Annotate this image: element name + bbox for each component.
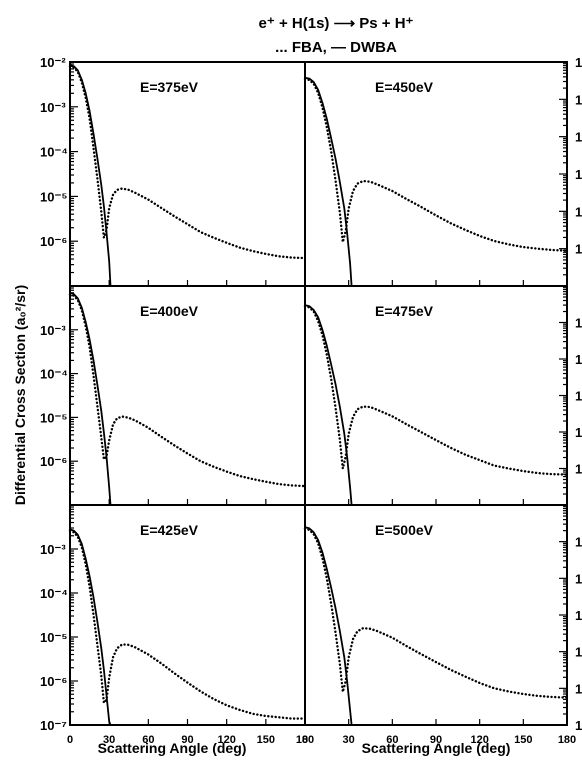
y-tick-label: 10⁻⁵	[575, 608, 582, 623]
series-dwba-line	[69, 528, 112, 726]
panel-energy-label: E=500eV	[375, 522, 434, 538]
y-tick-label: 10⁻³	[575, 316, 582, 331]
series-dwba-line	[304, 76, 353, 287]
series-fba-line	[303, 527, 569, 699]
panel-6: 10⁻³ 10⁻⁴ 10⁻⁵ 10⁻⁶ 10⁻⁷ 10⁻⁸ E=500eV	[303, 504, 582, 733]
series-fba-line	[68, 65, 307, 260]
panel-3: 10⁻³ 10⁻⁴ 10⁻⁵ 10⁻⁶ E=400eV	[40, 285, 307, 506]
y-tick-label: 10⁻³	[575, 535, 582, 550]
panel-frame	[304, 504, 568, 726]
panel-frame	[69, 504, 306, 726]
y-tick-label: 10⁻⁶	[40, 454, 67, 469]
y-tick-label: 10⁻⁴	[575, 571, 582, 586]
y-tick-label: 10⁻⁷	[575, 462, 582, 477]
y-tick-label: 10⁻⁴	[40, 145, 68, 160]
y-tick-label: 10⁻⁷	[575, 681, 582, 696]
x-tick-label: 150	[257, 734, 275, 746]
y-tick-label: 10⁻³	[575, 92, 582, 107]
x-tick-label: 30	[343, 734, 355, 746]
y-tick-label: 10⁻⁶	[575, 425, 582, 440]
panel-frame	[69, 61, 306, 287]
x-tick-label: 90	[430, 734, 442, 746]
x-axis-label-right: Scattering Angle (deg)	[362, 740, 511, 756]
x-tick-label: 30	[103, 734, 115, 746]
y-tick-label: 10⁻⁷	[40, 718, 67, 733]
panel-energy-label: E=400eV	[140, 303, 199, 319]
series-fba-line	[303, 77, 569, 252]
y-tick-label: 10⁻⁴	[575, 130, 582, 145]
y-tick-label: 10⁻⁴	[575, 352, 582, 367]
y-tick-label: 10⁻⁶	[40, 674, 67, 689]
x-tick-label: 90	[181, 734, 193, 746]
y-tick-label: 10⁻³	[40, 542, 66, 557]
x-tick-label: 60	[142, 734, 154, 746]
y-tick-label: 10⁻⁵	[40, 189, 67, 204]
series-dwba-line	[69, 291, 112, 506]
y-tick-label: 10⁻⁷	[575, 242, 582, 257]
legend-text: ... FBA, — DWBA	[275, 39, 397, 56]
series-dwba-line	[69, 64, 112, 287]
y-tick-label: 10⁻³	[40, 100, 66, 115]
y-axis-label: Differential Cross Section (a₀²/sr)	[12, 285, 28, 505]
x-axis-label-left: Scattering Angle (deg)	[98, 740, 247, 756]
panel-energy-label: E=475eV	[375, 303, 434, 319]
y-tick-label: 10⁻⁵	[40, 630, 67, 645]
panel-energy-label: E=375eV	[140, 79, 199, 95]
y-tick-label: 10⁻⁶	[575, 645, 582, 660]
panel-1: 10⁻² 10⁻³ 10⁻⁴ 10⁻⁵ 10⁻⁶ E=375eV	[40, 55, 307, 287]
panel-energy-label: E=450eV	[375, 79, 434, 95]
panel-frame	[304, 61, 568, 287]
panel-energy-label: E=425eV	[140, 522, 199, 538]
series-fba-line	[68, 293, 307, 488]
series-dwba-line	[304, 526, 353, 726]
series-fba-line	[68, 529, 307, 720]
x-tick-label: 180	[296, 734, 314, 746]
x-tick-label: 120	[217, 734, 235, 746]
y-tick-label: 10⁻⁶	[40, 234, 67, 249]
y-tick-label: 10⁻⁶	[575, 204, 582, 219]
y-tick-label: 10⁻⁵	[575, 389, 582, 404]
panel-5: 10⁻³ 10⁻⁴ 10⁻⁵ 10⁻⁶ 10⁻⁷ E=425eV	[40, 504, 307, 733]
series-dwba-line	[304, 304, 353, 506]
x-tick-label: 120	[470, 734, 488, 746]
y-tick-label: 10⁻⁴	[40, 367, 68, 382]
y-tick-label: 10⁻⁵	[575, 167, 582, 182]
y-tick-label: 10⁻⁸	[575, 718, 582, 733]
panel-2: 10⁻² 10⁻³ 10⁻⁴ 10⁻⁵ 10⁻⁶ 10⁻⁷ E=450eV	[303, 55, 582, 287]
y-tick-label: 10⁻³	[40, 323, 66, 338]
y-tick-label: 10⁻⁵	[40, 410, 67, 425]
x-tick-label: 60	[386, 734, 398, 746]
figure-title: e⁺ + H(1s) ⟶ Ps + H⁺	[259, 15, 414, 32]
panel-4: 10⁻³ 10⁻⁴ 10⁻⁵ 10⁻⁶ 10⁻⁷ E=475eV	[303, 285, 582, 506]
x-tick-label: 0	[302, 734, 308, 746]
y-tick-label: 10⁻⁴	[40, 586, 68, 601]
panels-group: 10⁻²10⁻³10⁻⁴10⁻⁵10⁻⁶E=375eV10⁻²10⁻³10⁻⁴1…	[40, 55, 582, 746]
x-tick-label: 150	[514, 734, 532, 746]
x-tick-label: 0	[67, 734, 73, 746]
y-tick-label: 10⁻²	[40, 55, 66, 70]
series-fba-line	[303, 305, 569, 476]
x-tick-label: 180	[558, 734, 576, 746]
y-tick-label: 10⁻²	[575, 55, 582, 70]
